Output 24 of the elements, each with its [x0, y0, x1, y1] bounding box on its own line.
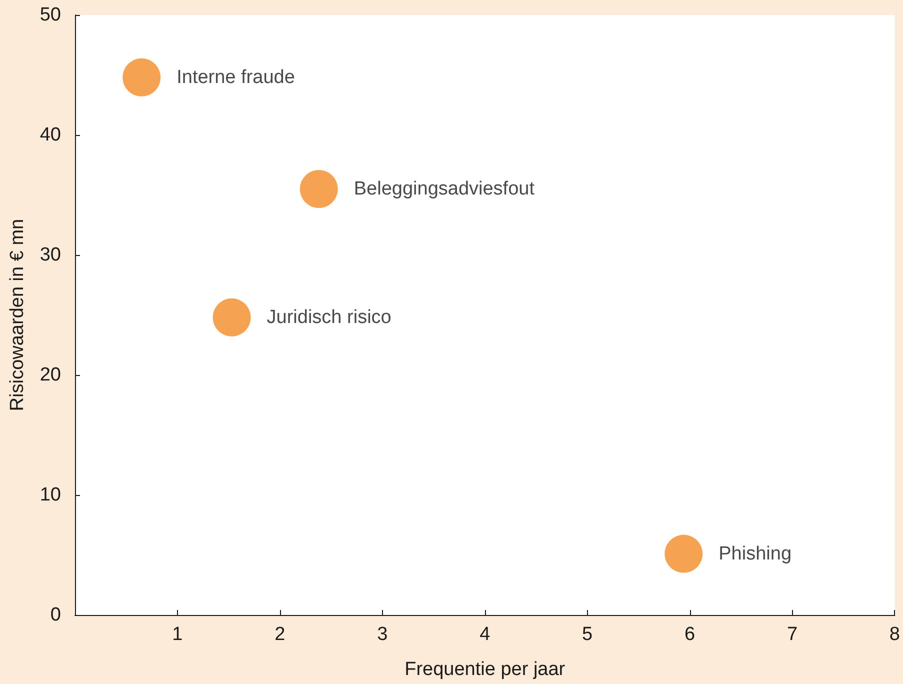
x-axis-title: Frequentie per jaar — [404, 659, 566, 680]
series-label: Beleggingsadviesfout — [354, 178, 536, 200]
series-label: Interne fraude — [176, 66, 295, 88]
y-tick-label: 30 — [40, 244, 61, 266]
y-tick-label: 40 — [40, 124, 61, 146]
x-tick-label: 5 — [582, 624, 593, 645]
x-tick-label: 2 — [274, 624, 286, 645]
x-tick-label: 8 — [889, 624, 900, 645]
x-tick-label: 3 — [377, 624, 388, 645]
point — [664, 534, 703, 573]
x-tick-label: 4 — [480, 624, 491, 645]
y-tick-label: 50 — [40, 4, 61, 26]
x-tick-label: 7 — [786, 624, 798, 645]
x-tick-label: 1 — [172, 624, 183, 645]
x-tick-label: 6 — [684, 624, 696, 645]
series-label: Phishing — [718, 543, 792, 564]
point — [212, 298, 251, 336]
point — [122, 58, 161, 96]
y-axis-title: Risicowaarden in € mn — [7, 218, 28, 412]
point — [300, 170, 338, 208]
y-tick-label: 10 — [40, 484, 61, 506]
y-tick-label: 20 — [40, 364, 61, 386]
series-label: Juridisch risico — [266, 306, 392, 328]
y-tick-label: 0 — [50, 604, 61, 626]
